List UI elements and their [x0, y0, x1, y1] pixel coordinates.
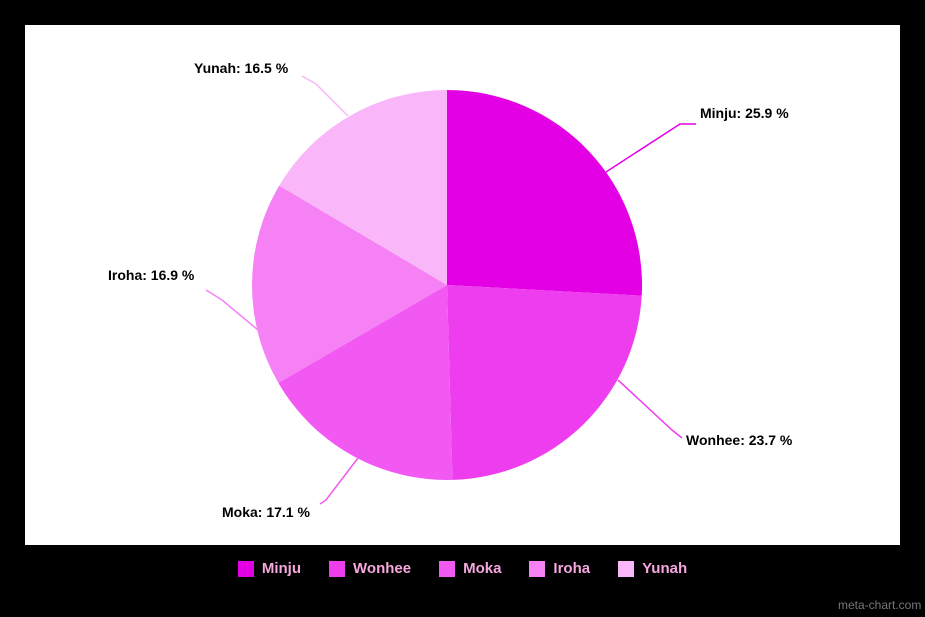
legend-swatch-iroha — [529, 561, 545, 577]
legend-item-yunah: Yunah — [618, 560, 687, 577]
legend-swatch-yunah — [618, 561, 634, 577]
leader-line-moka — [320, 458, 358, 504]
leader-line-wonhee — [618, 380, 682, 438]
legend-label-wonhee: Wonhee — [353, 560, 411, 577]
slice-label-yunah: Yunah: 16.5 % — [194, 60, 288, 76]
legend-label-iroha: Iroha — [553, 560, 590, 577]
attribution-text: meta-chart.com — [838, 598, 921, 612]
legend-item-minju: Minju — [238, 560, 301, 577]
leader-lines — [0, 0, 925, 617]
leader-line-minju — [606, 124, 696, 172]
legend-label-minju: Minju — [262, 560, 301, 577]
legend-item-iroha: Iroha — [529, 560, 590, 577]
slice-label-iroha: Iroha: 16.9 % — [108, 267, 194, 283]
legend-label-yunah: Yunah — [642, 560, 687, 577]
legend-swatch-wonhee — [329, 561, 345, 577]
leader-line-iroha — [206, 290, 258, 330]
slice-label-minju: Minju: 25.9 % — [700, 105, 789, 121]
legend-label-moka: Moka — [463, 560, 501, 577]
chart-outer: Minju: 25.9 % Wonhee: 23.7 % Moka: 17.1 % I… — [0, 0, 925, 617]
legend: Minju Wonhee Moka Iroha Yunah — [155, 560, 770, 577]
legend-swatch-minju — [238, 561, 254, 577]
slice-label-wonhee: Wonhee: 23.7 % — [686, 432, 792, 448]
legend-item-moka: Moka — [439, 560, 501, 577]
legend-item-wonhee: Wonhee — [329, 560, 411, 577]
legend-swatch-moka — [439, 561, 455, 577]
slice-label-moka: Moka: 17.1 % — [222, 504, 310, 520]
leader-line-yunah — [302, 76, 348, 116]
